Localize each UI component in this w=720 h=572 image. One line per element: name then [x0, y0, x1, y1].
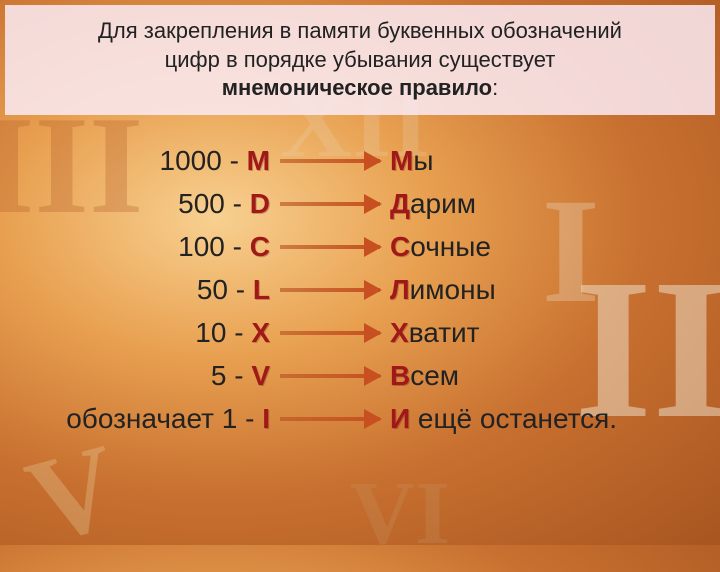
first-letter: Х	[390, 317, 409, 348]
arrow-icon	[280, 331, 380, 335]
header-colon: :	[492, 75, 498, 100]
mnemonic-word: Лимоны	[390, 274, 496, 306]
numeral-value: 50 - L	[30, 274, 270, 306]
numeral-value: 500 - D	[30, 188, 270, 220]
roman-letter: C	[250, 231, 270, 262]
arrow-cell	[270, 417, 390, 421]
arrow-icon	[280, 374, 380, 378]
header-bold: мнемоническое правило	[222, 75, 492, 100]
first-letter: В	[390, 360, 410, 391]
numeral-value: 1000 - M	[30, 145, 270, 177]
first-letter: Д	[390, 188, 410, 219]
table-row: 10 - X Хватит	[30, 317, 690, 349]
arrow-icon	[280, 202, 380, 206]
header-text: Для закрепления в памяти буквенных обозн…	[25, 17, 695, 103]
table-row: обозначает 1 - I И ещё останется.	[30, 403, 690, 435]
header-line2: цифр в порядке убывания существует	[165, 47, 556, 72]
arrow-cell	[270, 159, 390, 163]
bg-roman-5: VI	[350, 462, 450, 565]
first-letter: М	[390, 145, 413, 176]
mnemonic-word: Мы	[390, 145, 433, 177]
table-row: 50 - L Лимоны	[30, 274, 690, 306]
numeral-value: 100 - C	[30, 231, 270, 263]
roman-letter: L	[253, 274, 270, 305]
header-box: Для закрепления в памяти буквенных обозн…	[5, 5, 715, 115]
mnemonic-table: 1000 - M Мы 500 - D Дарим 100 - C Сочные…	[0, 120, 720, 435]
mnemonic-word: Дарим	[390, 188, 476, 220]
numeral-value: 5 - V	[30, 360, 270, 392]
first-letter: И	[390, 403, 410, 434]
roman-letter: D	[250, 188, 270, 219]
arrow-icon	[280, 417, 380, 421]
arrow-cell	[270, 331, 390, 335]
numeral-value: 10 - X	[30, 317, 270, 349]
bg-roman-2: V	[14, 416, 133, 572]
first-letter: Л	[390, 274, 410, 305]
table-row: 1000 - M Мы	[30, 145, 690, 177]
roman-letter: M	[247, 145, 270, 176]
table-row: 100 - C Сочные	[30, 231, 690, 263]
mnemonic-word: Всем	[390, 360, 459, 392]
numeral-value: обозначает 1 - I	[30, 403, 270, 435]
table-row: 500 - D Дарим	[30, 188, 690, 220]
mnemonic-word: Хватит	[390, 317, 480, 349]
arrow-cell	[270, 202, 390, 206]
arrow-icon	[280, 159, 380, 163]
roman-letter: I	[262, 403, 270, 434]
arrow-cell	[270, 245, 390, 249]
header-line1: Для закрепления в памяти буквенных обозн…	[98, 18, 622, 43]
first-letter: С	[390, 231, 410, 262]
arrow-icon	[280, 288, 380, 292]
roman-letter: V	[251, 360, 270, 391]
arrow-cell	[270, 374, 390, 378]
arrow-icon	[280, 245, 380, 249]
arrow-cell	[270, 288, 390, 292]
roman-letter: X	[251, 317, 270, 348]
mnemonic-word: И ещё останется.	[390, 403, 617, 435]
mnemonic-word: Сочные	[390, 231, 491, 263]
table-row: 5 - V Всем	[30, 360, 690, 392]
